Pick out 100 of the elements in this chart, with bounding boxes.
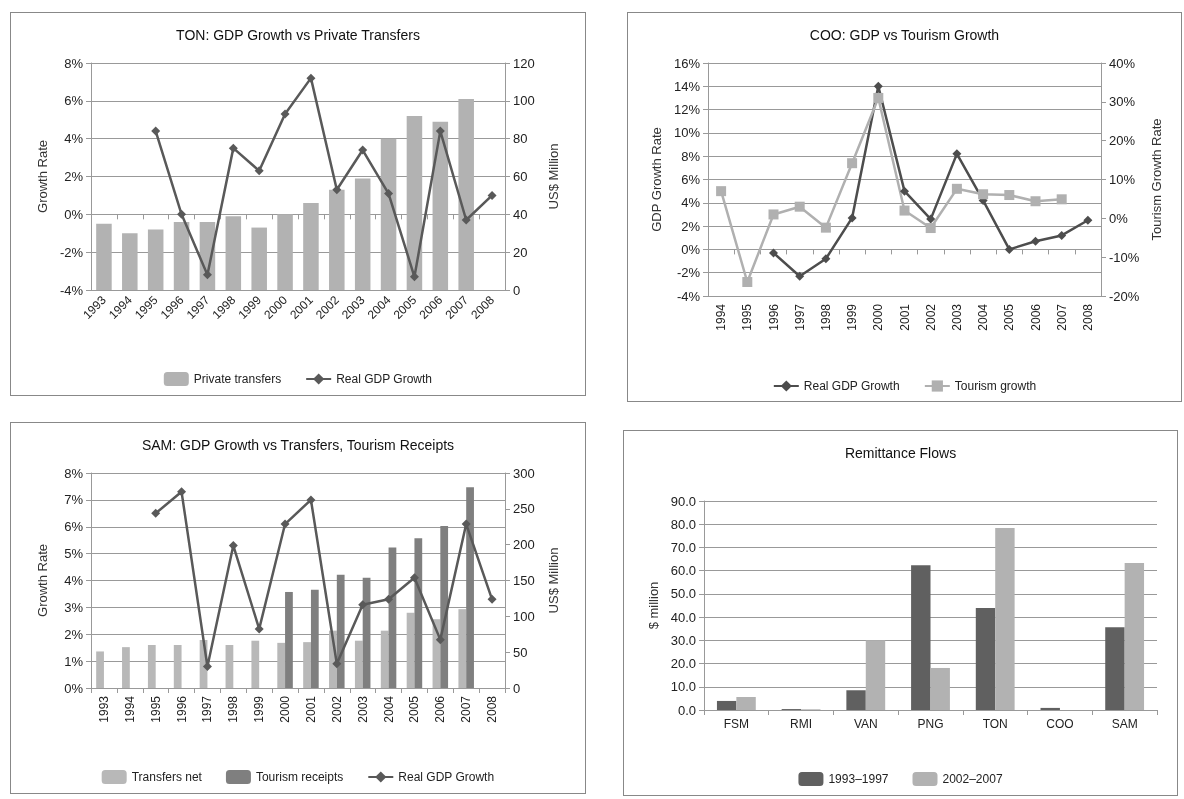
point [306, 73, 316, 83]
point [280, 109, 290, 119]
bar [122, 647, 130, 688]
point [769, 248, 778, 258]
x-tick-label: 2000 [871, 303, 886, 331]
x-tick-label: 2003 [355, 695, 370, 723]
chart-title: Remittance Flows [844, 445, 957, 461]
y-tick-label: 8% [64, 465, 84, 481]
x-tick-label: 2001 [303, 695, 318, 723]
point [384, 594, 394, 604]
bar [930, 667, 950, 710]
y-tick-label: 12% [673, 102, 701, 118]
x-tick-label: 2007 [1054, 303, 1069, 331]
y2-tick-label: 250 [513, 501, 535, 517]
x-tick-label: 2004 [976, 303, 991, 331]
y2-tick-label: 150 [513, 573, 535, 588]
x-tick-label: 2003 [949, 303, 964, 331]
bar [1040, 707, 1060, 710]
y2-tick-label: 100 [513, 608, 535, 624]
y-tick-label: 6% [64, 93, 84, 109]
point [358, 600, 368, 610]
point [332, 185, 342, 195]
y-tick-label: 2% [681, 218, 701, 234]
y-tick-label: 10.0 [670, 679, 696, 695]
y-tick-label: 14% [673, 78, 701, 94]
bar [225, 216, 242, 290]
point [1031, 236, 1040, 246]
bar [380, 138, 397, 290]
x-tick-label: 2007 [459, 695, 474, 723]
point [461, 215, 471, 225]
y2-tick-label: 0% [1109, 210, 1129, 226]
chart-title: TON: GDP Growth vs Private Transfers [176, 27, 420, 43]
point [202, 662, 212, 671]
bar [122, 233, 138, 290]
point [1004, 244, 1014, 254]
bar [147, 645, 156, 688]
bar [1105, 627, 1125, 710]
point [873, 81, 883, 91]
point [899, 205, 910, 216]
bar [865, 640, 886, 710]
bar [173, 645, 182, 688]
y2-tick-label: 20 [513, 244, 528, 260]
point [177, 487, 187, 497]
point [1030, 196, 1041, 207]
point [228, 143, 238, 153]
bar [458, 98, 474, 290]
point [742, 277, 753, 288]
y-tick-label: 7% [64, 492, 84, 508]
legend-label: Real GDP Growth [398, 770, 495, 784]
x-tick-label: 1998 [818, 303, 833, 331]
y-tick-label: 50.0 [670, 586, 696, 602]
point [358, 145, 368, 155]
y-axis-title: $ million [645, 581, 661, 630]
point [716, 186, 727, 197]
y-tick-label: -4% [59, 282, 84, 298]
y2-tick-label: 10% [1109, 172, 1136, 187]
y-tick-label: 16% [673, 55, 701, 71]
y-tick-label: 8% [681, 148, 701, 164]
x-tick-label: SAM [1111, 717, 1138, 731]
x-tick-label: 1994 [122, 695, 137, 723]
point [1057, 230, 1067, 240]
x-tick-label: 1996 [766, 303, 781, 331]
y2-axis-title: Tourism Growth Rate [1149, 118, 1165, 241]
y-tick-label: 0% [681, 241, 701, 257]
y2-tick-label: 0 [513, 680, 521, 696]
x-tick-label: 2004 [381, 695, 396, 723]
x-tick-label: 1997 [792, 303, 807, 331]
y-tick-label: 80.0 [670, 516, 696, 532]
y2-tick-label: 30% [1109, 94, 1136, 110]
y-tick-label: 0% [64, 680, 84, 696]
point [795, 271, 805, 281]
point [280, 519, 290, 529]
y-tick-label: 1% [64, 653, 84, 669]
point [978, 189, 989, 200]
bar [336, 574, 345, 688]
bar [716, 700, 737, 710]
bar [310, 589, 319, 688]
x-tick-label: 2002 [329, 695, 344, 723]
chart-title: SAM: GDP Growth vs Transfers, Tourism Receipts [141, 437, 455, 453]
x-tick-label: 2000 [278, 695, 293, 723]
x-tick-label: 1999 [252, 695, 267, 723]
y2-tick-label: 40% [1109, 55, 1136, 71]
x-tick-label: RMI [790, 717, 813, 731]
bar [995, 527, 1015, 710]
bar [458, 609, 467, 688]
x-tick-label: 2006 [433, 695, 448, 723]
legend-label: 2002–2007 [942, 772, 1003, 786]
bar [225, 645, 234, 688]
bar [406, 612, 415, 688]
bar [173, 221, 190, 290]
x-tick-label: 1995 [148, 695, 163, 723]
y2-axis-title: US$ Million [546, 143, 561, 210]
y-tick-label: 30.0 [670, 632, 696, 648]
x-tick-label: TON [982, 717, 1008, 731]
y-tick-label: -2% [59, 244, 84, 260]
point [821, 254, 831, 264]
bar [277, 214, 293, 290]
point [306, 495, 316, 505]
point [925, 223, 936, 234]
y-tick-label: -4% [676, 288, 701, 304]
